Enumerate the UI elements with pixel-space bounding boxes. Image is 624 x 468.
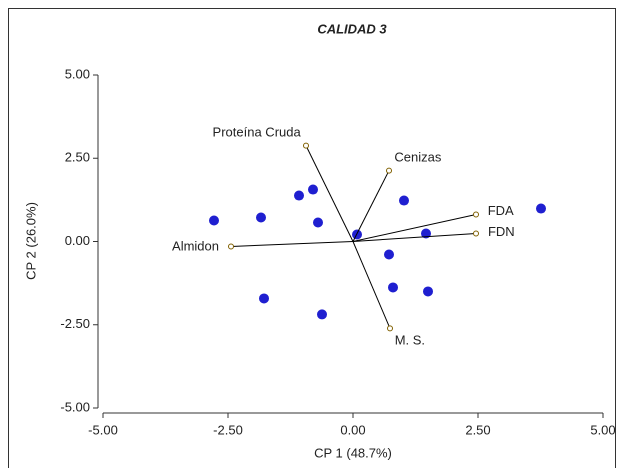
vector-label: Cenizas bbox=[394, 150, 441, 165]
vector-tip bbox=[386, 167, 392, 174]
point bbox=[259, 293, 269, 304]
vector-label: M. S. bbox=[395, 333, 425, 348]
vector-tip bbox=[473, 211, 479, 218]
point bbox=[399, 195, 409, 206]
vector-tip bbox=[228, 243, 234, 250]
point bbox=[536, 203, 546, 214]
point bbox=[423, 286, 433, 297]
point bbox=[256, 212, 266, 223]
vector-label: Proteína Cruda bbox=[213, 124, 302, 139]
point bbox=[308, 184, 318, 195]
y-axis-label: CP 2 (26.0%) bbox=[23, 202, 38, 280]
vector bbox=[305, 145, 354, 242]
y-tick-label: -2.50 bbox=[60, 316, 90, 331]
x-tick-label: -5.00 bbox=[88, 422, 118, 437]
x-tick-label: 0.00 bbox=[340, 422, 365, 437]
vector-tip bbox=[303, 142, 309, 149]
point bbox=[313, 217, 323, 228]
y-tick-label: -5.00 bbox=[60, 399, 90, 414]
vector-tip bbox=[473, 230, 479, 237]
frame bbox=[8, 8, 616, 468]
vector-label: Almidon bbox=[172, 239, 219, 254]
point bbox=[209, 215, 219, 226]
vector bbox=[352, 214, 477, 242]
vector bbox=[230, 241, 354, 247]
point bbox=[388, 282, 398, 293]
x-tick-label: 2.50 bbox=[465, 422, 490, 437]
vector bbox=[352, 233, 477, 242]
point bbox=[421, 228, 431, 239]
vector bbox=[352, 170, 390, 242]
x-tick-label: -2.50 bbox=[213, 422, 243, 437]
vector-tip bbox=[387, 325, 393, 332]
x-tick-label: 5.00 bbox=[590, 422, 615, 437]
chart-title: CALIDAD 3 bbox=[317, 21, 387, 36]
point bbox=[317, 309, 327, 320]
x-axis-label: CP 1 (48.7%) bbox=[314, 445, 392, 460]
vector bbox=[352, 241, 391, 329]
point bbox=[384, 249, 394, 260]
y-tick-label: 0.00 bbox=[65, 233, 90, 248]
vector-label: FDN bbox=[488, 224, 515, 239]
y-tick-label: 5.00 bbox=[65, 66, 90, 81]
point bbox=[294, 190, 304, 201]
vector-label: FDA bbox=[488, 203, 514, 218]
y-tick-label: 2.50 bbox=[65, 150, 90, 165]
